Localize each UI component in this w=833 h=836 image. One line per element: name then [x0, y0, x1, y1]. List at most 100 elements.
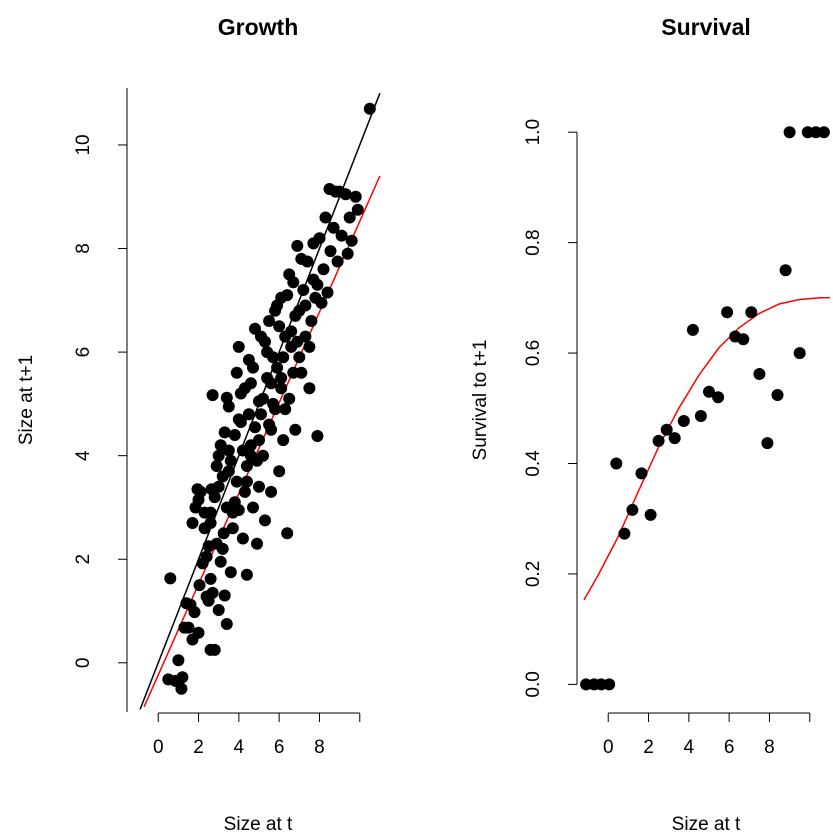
growth-x-tick-label: 4	[234, 737, 245, 758]
growth-data-point	[319, 211, 332, 224]
growth-data-point	[210, 460, 223, 472]
survival-y-tick-label: 0.6	[523, 340, 544, 366]
growth-data-point	[194, 485, 207, 498]
growth-data-point	[321, 286, 334, 299]
growth-y-tick-label: 10	[73, 134, 94, 155]
survival-data-point	[779, 264, 792, 277]
growth-data-point	[265, 423, 278, 436]
growth-data-point	[206, 586, 219, 599]
growth-data-point	[363, 102, 376, 115]
survival-data-point	[721, 306, 734, 319]
growth-data-point	[230, 366, 243, 379]
survival-y-tick-label: 0.4	[523, 450, 544, 477]
growth-data-point	[175, 682, 188, 695]
survival-data-point	[652, 434, 665, 447]
growth-data-point	[226, 522, 239, 535]
survival-data-point	[644, 508, 657, 521]
growth-data-point	[224, 566, 237, 579]
survival-x-tick-label: 2	[643, 737, 654, 758]
growth-data-point	[285, 325, 298, 338]
growth-data-point	[289, 309, 302, 322]
growth-data-point	[232, 340, 245, 353]
growth-data-point	[198, 506, 211, 519]
growth-data-point	[222, 444, 235, 457]
growth-data-point	[293, 351, 306, 364]
growth-data-point	[279, 403, 292, 416]
growth-data-point	[249, 421, 261, 434]
growth-data-point	[230, 475, 243, 488]
growth-y-tick-label: 6	[73, 347, 94, 358]
growth-data-point	[339, 188, 352, 201]
growth-data-point	[267, 397, 280, 410]
growth-data-point	[244, 377, 257, 390]
growth-data-point	[240, 475, 253, 488]
growth-data-point	[291, 239, 304, 252]
growth-data-point	[240, 460, 253, 472]
survival-x-tick-label: 4	[684, 737, 695, 758]
survival-data-point	[771, 389, 784, 401]
growth-x-tick-label: 6	[274, 737, 285, 758]
growth-data-point	[204, 517, 217, 529]
growth-data-point	[176, 671, 189, 684]
growth-axes: 0 2 4 6 8 0 2 4 6 8 10	[73, 88, 361, 758]
survival-data-point	[793, 347, 806, 360]
growth-data-point	[242, 408, 255, 421]
survival-fit-line	[583, 297, 830, 601]
growth-data-point	[247, 501, 259, 514]
survival-y-tick-label: 0.0	[523, 671, 544, 697]
growth-data-point	[259, 335, 271, 348]
survival-data-point	[745, 306, 758, 319]
growth-x-tick-label: 2	[193, 737, 204, 758]
survival-data-point	[660, 423, 673, 436]
growth-x-tick-label: 0	[153, 737, 164, 758]
growth-data-point	[208, 491, 221, 504]
growth-data-point	[283, 392, 296, 405]
survival-data-point	[694, 410, 707, 422]
survival-data-point	[817, 126, 830, 139]
survival-x-tick-label: 8	[764, 737, 775, 758]
growth-data-point	[351, 203, 364, 216]
survival-data-point	[753, 368, 766, 380]
growth-data-point	[253, 480, 265, 493]
survival-data-point	[783, 126, 796, 139]
survival-data-point	[712, 391, 725, 404]
survival-data-point	[737, 333, 750, 346]
growth-data-point	[311, 278, 324, 291]
growth-data-point	[287, 276, 300, 289]
growth-data-point	[218, 426, 231, 439]
survival-y-axis-label: Survival to t+1	[470, 340, 491, 461]
survival-y-tick-label: 0.2	[523, 561, 544, 587]
survival-data-point	[626, 503, 639, 516]
survival-plot-area	[580, 126, 830, 691]
growth-data-point	[200, 550, 213, 563]
survival-data-point	[677, 415, 690, 427]
growth-y-axis-label: Size at t+1	[16, 355, 37, 445]
growth-data-point	[247, 361, 259, 374]
growth-data-point	[324, 245, 337, 258]
growth-data-point	[244, 449, 257, 462]
growth-data-point	[299, 299, 312, 312]
survival-data-point	[618, 527, 631, 540]
growth-data-point	[238, 485, 251, 498]
growth-data-point	[220, 501, 233, 514]
growth-y-tick-label: 2	[73, 554, 94, 565]
growth-data-point	[303, 340, 316, 353]
growth-data-point	[303, 382, 316, 395]
survival-data-point	[761, 437, 774, 450]
growth-data-point	[287, 366, 300, 379]
growth-data-point	[341, 247, 354, 260]
growth-data-point	[277, 351, 290, 364]
growth-data-point	[275, 372, 288, 384]
growth-data-point	[182, 621, 195, 634]
growth-data-point	[291, 335, 304, 348]
survival-axes: 0 2 4 6 8 0.0 0.2 0.4 0.6 0.8 1.0	[523, 119, 811, 758]
growth-data-point	[335, 229, 348, 242]
growth-data-point	[349, 190, 362, 203]
growth-data-point	[206, 389, 219, 402]
survival-data-point	[635, 467, 648, 480]
growth-data-point	[317, 263, 330, 276]
growth-data-point	[232, 413, 245, 426]
growth-y-tick-label: 0	[73, 658, 94, 669]
growth-data-point	[234, 387, 247, 400]
survival-data-point	[610, 457, 623, 470]
